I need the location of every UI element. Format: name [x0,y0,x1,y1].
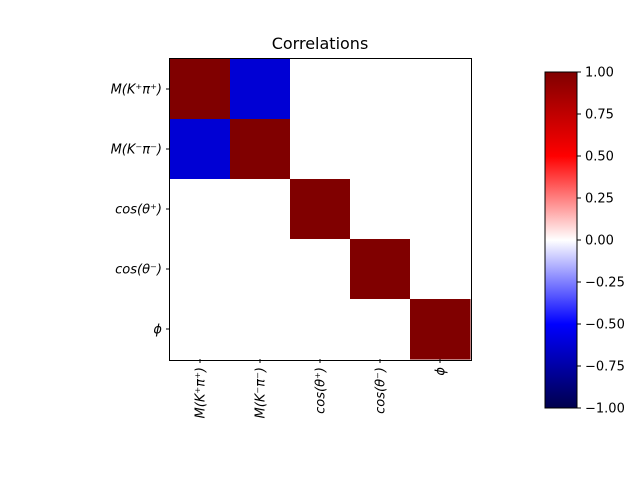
heatmap-cell [170,239,231,300]
colorbar-tick-label: 0.75 [585,108,614,123]
heatmap-cell [290,299,351,360]
heatmap-cell [410,179,471,240]
y-tick-label: cos(θ⁻) [115,263,162,278]
x-tick-label: cos(θ⁻) [374,367,389,414]
heatmap-cell [410,59,471,120]
heatmap-cell [290,179,351,240]
y-tick-label: ϕ [153,323,162,338]
y-tick-label: M(K⁺π⁺) [111,83,162,98]
heatmap-cell [350,239,411,300]
heatmap-cell [350,59,411,120]
heatmap-cell [230,299,291,360]
heatmap-cell [290,119,351,180]
heatmap-cell [230,59,291,120]
colorbar-tick-label: −0.50 [585,318,625,333]
x-tick-label: M(K⁺π⁺) [194,367,209,418]
heatmap-cell [410,239,471,300]
heatmap-cell [350,299,411,360]
y-tick-label: M(K⁻π⁻) [111,143,162,158]
heatmap-cell [170,299,231,360]
heatmap-cell [230,179,291,240]
heatmap-cell [410,119,471,180]
colorbar-tick-label: 1.00 [585,66,614,81]
colorbar-tick-label: 0.50 [585,150,614,165]
colorbar-tick-label: −0.75 [585,360,625,375]
x-tick-label: cos(θ⁺) [314,367,329,414]
y-axis-ticks: M(K⁺π⁺) M(K⁻π⁻) cos(θ⁺) cos(θ⁻) ϕ [111,83,170,338]
heatmap-cell [290,239,351,300]
x-axis-ticks: M(K⁺π⁺) M(K⁻π⁻) cos(θ⁺) cos(θ⁻) ϕ [194,359,449,418]
colorbar-tick-label: −0.25 [585,276,625,291]
heatmap-cell [170,59,231,120]
colorbar-tick-label: 0.00 [585,234,614,249]
colorbar-tick-label: −1.00 [585,402,625,417]
heatmap-cell [170,179,231,240]
colorbar-tick-label: 0.25 [585,192,614,207]
heatmap-cell [350,179,411,240]
heatmap-cell [230,239,291,300]
heatmap-cell [230,119,291,180]
x-tick-label: M(K⁻π⁻) [254,367,269,418]
heatmap-cells [170,59,471,360]
heatmap-cell [170,119,231,180]
colorbar [544,71,578,409]
y-tick-label: cos(θ⁺) [115,203,162,218]
chart-title: Correlations [272,34,369,53]
heatmap-cell [410,299,471,360]
colorbar-ticks: 1.00 0.75 0.50 0.25 0.00 −0.25 −0.50 −0.75 −1.00 [577,66,625,417]
heatmap-cell [290,59,351,120]
heatmap-cell [350,119,411,180]
x-tick-label: ϕ [434,367,449,376]
